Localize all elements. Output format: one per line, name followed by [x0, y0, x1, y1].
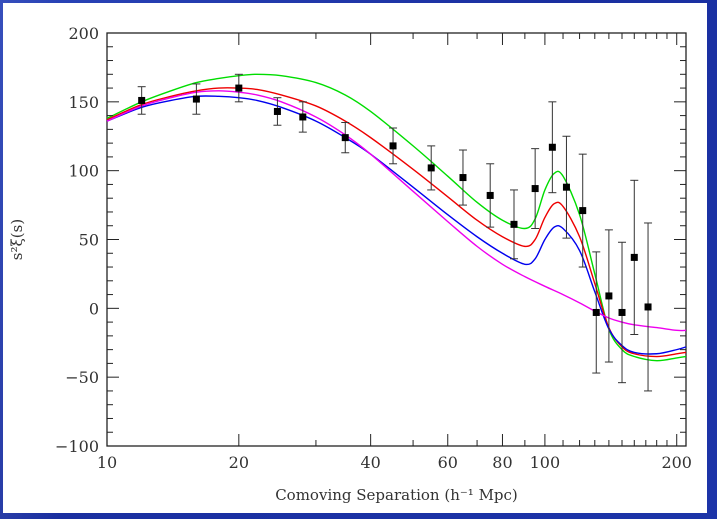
data-point [604, 229, 613, 363]
data-point [486, 163, 495, 228]
x-axis-title: Comoving Separation (h⁻¹ Mpc) [275, 486, 518, 504]
point-marker [562, 183, 570, 191]
point-marker [235, 84, 243, 92]
plot-panel [3, 3, 707, 513]
point-marker [579, 207, 587, 215]
x-tick-label: 100 [530, 453, 561, 472]
data-point [578, 153, 587, 268]
point-marker [299, 113, 307, 121]
y-axis-title: s²ξ(s) [8, 219, 26, 260]
point-marker [605, 292, 613, 300]
point-marker [548, 143, 556, 151]
data-points [137, 73, 653, 392]
axis-ticks: 10 20 40 60 80 100 200 −100 −50 0 50 100 150 200 [55, 24, 692, 472]
data-point [192, 83, 201, 115]
y-tick-label: 200 [68, 24, 99, 43]
data-point [341, 121, 350, 154]
point-marker [192, 95, 200, 103]
point-marker [531, 185, 539, 193]
x-tick-label: 80 [492, 453, 512, 472]
data-point [509, 189, 518, 260]
point-marker [341, 134, 349, 142]
plot-frame [106, 32, 687, 447]
point-marker [427, 164, 435, 172]
model-curves [106, 73, 687, 362]
y-tick-label: 100 [68, 162, 99, 181]
data-point [458, 149, 467, 206]
x-tick-label: 200 [661, 453, 692, 472]
point-marker [389, 142, 397, 150]
point-marker [459, 174, 467, 182]
data-point [234, 73, 243, 103]
point-marker [618, 308, 626, 316]
data-point [592, 251, 601, 374]
data-point [273, 97, 282, 126]
data-point [427, 145, 436, 191]
data-point [137, 86, 146, 115]
y-tick-label: −100 [55, 437, 99, 456]
point-marker [592, 308, 600, 316]
point-marker [510, 220, 518, 228]
point-marker [644, 303, 652, 311]
y-tick-label: 0 [89, 299, 99, 318]
model-curve-3 [106, 95, 687, 355]
data-point [562, 135, 571, 239]
x-tick-label: 60 [438, 453, 458, 472]
point-marker [273, 107, 281, 115]
y-tick-label: 150 [68, 93, 99, 112]
point-marker [486, 191, 494, 199]
data-point [298, 101, 307, 133]
data-point [644, 222, 653, 392]
y-tick-label: −50 [65, 368, 99, 387]
model-curve-4 [106, 90, 687, 332]
y-tick-label: 50 [79, 231, 99, 250]
data-point [630, 179, 639, 335]
x-tick-label: 10 [97, 453, 117, 472]
x-tick-label: 20 [229, 453, 249, 472]
model-curve-1 [106, 73, 687, 362]
data-point [618, 241, 627, 384]
data-point [531, 148, 540, 229]
point-marker [630, 253, 638, 261]
plot-border [106, 32, 687, 447]
point-marker [138, 96, 146, 104]
data-point [389, 127, 398, 165]
data-point [548, 101, 557, 194]
x-tick-label: 40 [360, 453, 380, 472]
